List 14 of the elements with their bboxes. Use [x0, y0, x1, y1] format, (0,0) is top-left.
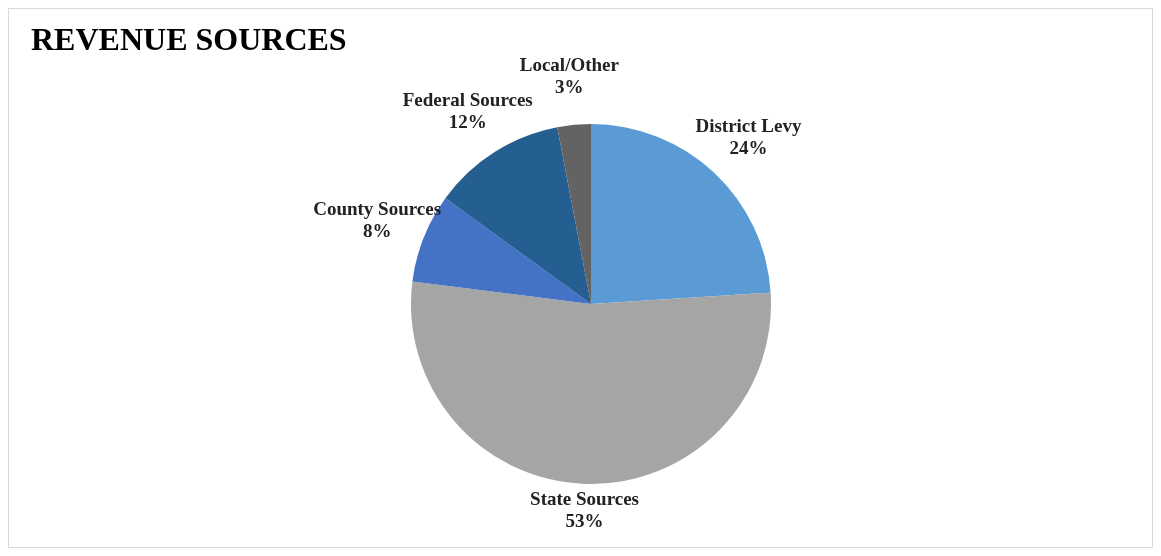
chart-title: REVENUE SOURCES: [31, 21, 347, 58]
data-label: 24%: [729, 137, 768, 159]
data-label: 8%: [362, 220, 392, 242]
data-label: 3%: [555, 76, 584, 98]
pie-slice: [557, 124, 591, 304]
slice-label: Local/Other: [519, 54, 620, 76]
data-label: 12%: [448, 110, 487, 132]
slice-label: Federal Sources: [402, 88, 533, 110]
slice-label: District Levy: [695, 115, 802, 137]
slice-label: State Sources: [530, 487, 640, 509]
pie-slice: [445, 127, 591, 304]
slice-label: County Sources: [313, 198, 442, 220]
data-label: 53%: [565, 509, 604, 531]
pie-slice: [411, 281, 771, 484]
